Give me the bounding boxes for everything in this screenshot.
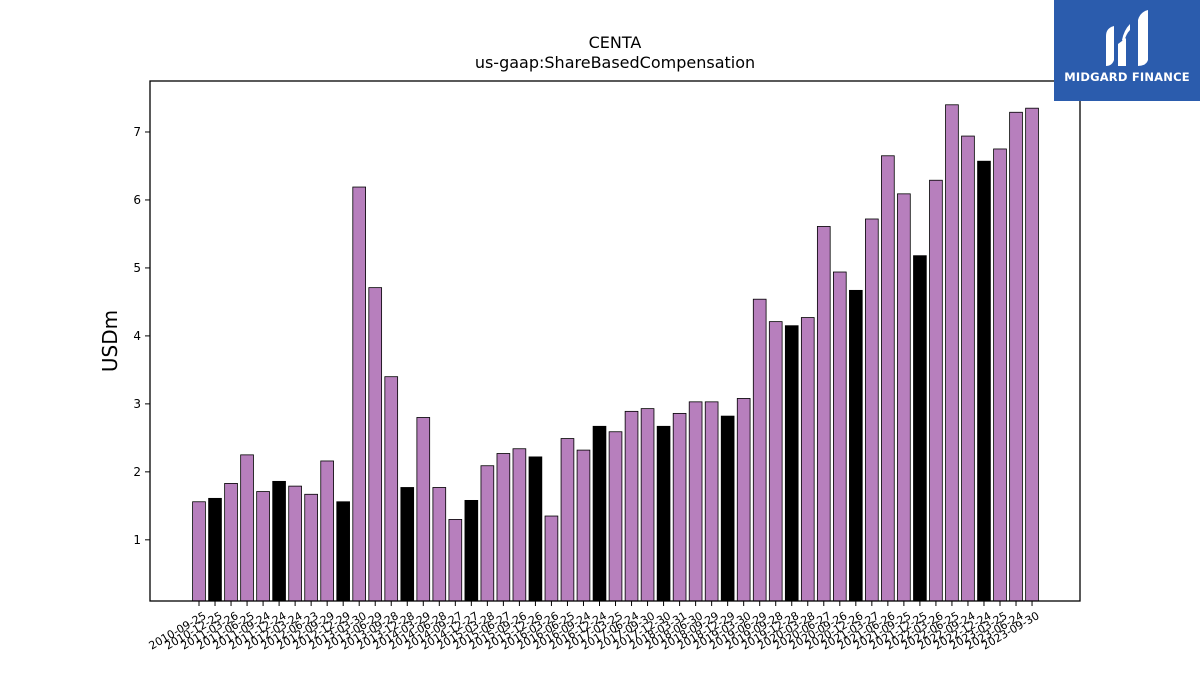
bar [272,480,286,602]
y-tick-label: 3 [133,397,141,411]
bar [768,321,783,602]
bar [512,448,527,602]
bar [929,179,943,602]
bar [416,417,431,602]
bar [784,325,799,602]
midgard-finance-logo: MIDGARD FINANCE [1054,0,1200,101]
bar [881,155,895,602]
bar [240,454,254,602]
chart-title: CENTA [589,33,642,52]
bar [432,487,447,602]
bar [993,148,1007,602]
bar [384,376,399,602]
y-tick-label: 1 [133,533,141,547]
logo-mark-icon [1054,0,1200,101]
bar [816,226,831,602]
chart-subtitle: us-gaap:ShareBasedCompensation [475,53,755,72]
bar [608,431,623,602]
y-tick-label: 2 [133,465,141,479]
bar [1009,111,1023,602]
bar [368,287,383,602]
bar [640,408,655,602]
bar [945,104,959,602]
logo-glyph [1138,10,1148,66]
bar [464,499,479,602]
x-ticks-group: 2010-09-252010-12-252011-03-262011-06-25… [147,601,1042,652]
bar [752,298,767,602]
bar [736,398,751,602]
bar [224,483,238,602]
bar [256,491,270,602]
bar [704,401,719,602]
logo-glyph [1106,26,1114,66]
bar [288,485,302,602]
y-tick-label: 5 [133,261,141,275]
bar [961,135,975,602]
plot-frame [149,80,1081,602]
bar [720,415,735,602]
logo-glyph [1122,24,1130,42]
bar [624,410,639,602]
bar [833,271,847,602]
bar [656,425,671,602]
bar [560,438,575,602]
bar [320,460,334,602]
bar [352,186,366,602]
bar [576,449,591,602]
y-tick-label: 4 [133,329,141,343]
y-ticks-group: 1 2 3 4 5 6 7 [133,125,150,547]
logo-background [1054,0,1200,101]
bar [208,497,222,602]
bar [448,519,463,602]
bars-group [192,104,1039,602]
bar [672,412,687,602]
bar [592,425,607,602]
bar [977,160,991,602]
bar [865,218,879,602]
bar [400,487,415,602]
y-axis-label: USDm [98,310,122,372]
bar [1025,107,1039,602]
logo-glyph [1118,38,1126,66]
bar [528,456,543,602]
bar [897,193,911,602]
bar [496,453,511,602]
bar [849,289,863,602]
bar [192,501,206,602]
bar [544,515,559,602]
bar [913,255,927,602]
bar [800,317,815,602]
bar [480,465,495,602]
logo-text: MIDGARD FINANCE [1064,70,1190,84]
bar [688,401,703,602]
bar [336,501,350,602]
bar [304,493,318,602]
y-tick-label: 7 [133,125,141,139]
y-tick-label: 6 [133,193,141,207]
